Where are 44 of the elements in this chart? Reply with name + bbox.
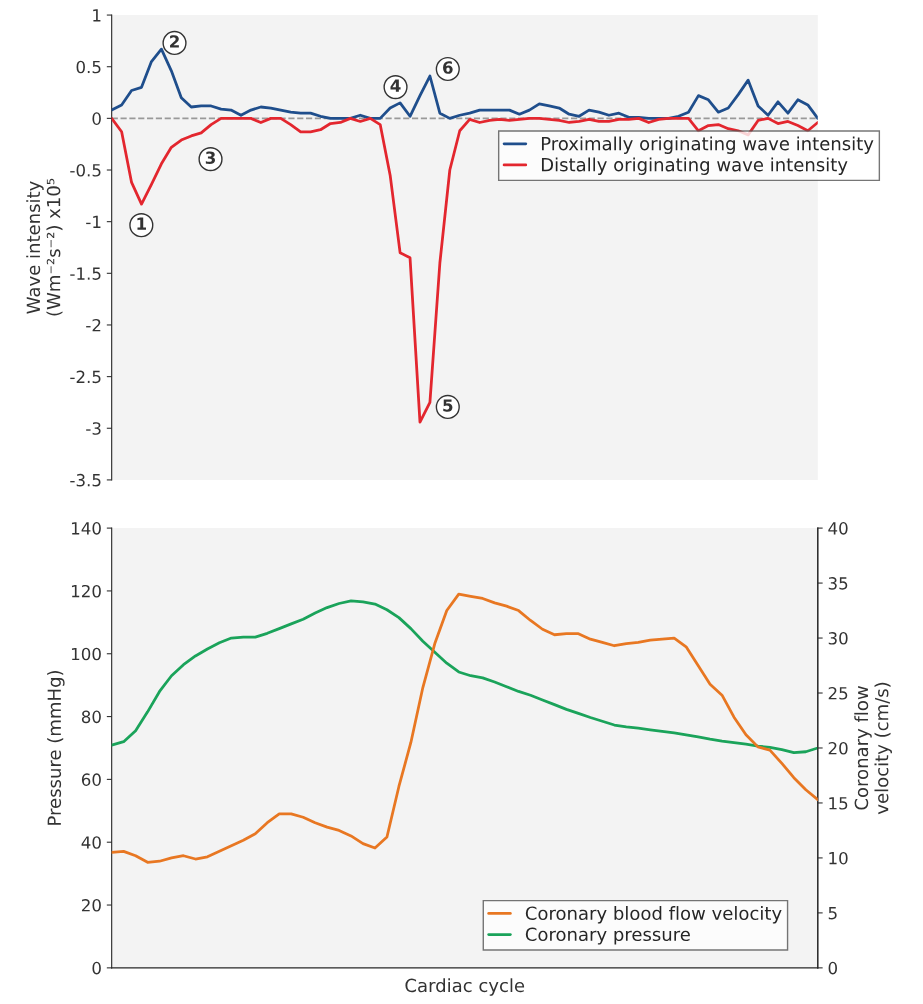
y-tick-label: -0.5	[70, 163, 101, 177]
annotation: 5	[443, 399, 453, 412]
annotation: 3	[205, 151, 216, 164]
y2-tick-label: 0	[828, 961, 837, 975]
y2-axis-title: Coronary flow velocity (cm/s)	[854, 682, 892, 815]
annotation: 2	[170, 35, 179, 48]
y-tick-label: 0	[92, 961, 101, 975]
y-tick-label: 100	[71, 647, 101, 661]
y-tick-label: -1	[86, 215, 101, 228]
y-tick-label: 20	[81, 899, 101, 912]
y-tick-label: -1.5	[70, 267, 101, 280]
y-tick-label: 0.5	[76, 60, 101, 74]
y2-tick-label: 35	[828, 577, 848, 590]
line-series	[111, 47, 818, 120]
y-tick-label: 80	[81, 710, 101, 724]
y-tick-label: 40	[81, 836, 101, 849]
y-tick-label: 0	[92, 112, 101, 125]
y2-tick-label: 15	[829, 797, 848, 810]
annotation: 1	[137, 217, 146, 230]
y-tick-label: 120	[71, 584, 101, 598]
line-series	[111, 592, 818, 864]
line-series	[111, 599, 818, 755]
y-tick-label: -2	[86, 318, 101, 332]
y2-tick-label: 5	[828, 907, 837, 920]
y-tick-label: -2.5	[70, 370, 101, 384]
x-axis-title: Cardiac cycle	[405, 978, 525, 996]
legend-label: Coronary pressure	[525, 927, 690, 945]
y-tick-label: -3	[86, 422, 101, 435]
y-axis-title: Pressure (mmHg)	[47, 670, 65, 825]
y-tick-label: 1	[93, 9, 101, 22]
y-tick-label: -3.5	[70, 473, 101, 487]
y-tick-label: 60	[81, 773, 101, 786]
y2-tick-label: 30	[828, 632, 848, 645]
y-tick-label: 140	[71, 522, 101, 535]
legend-label: Distally originating wave intensity	[541, 157, 848, 175]
y2-tick-label: 20	[828, 741, 848, 755]
y2-tick-label: 10	[829, 851, 848, 865]
y2-tick-label: 25	[828, 686, 848, 700]
y-axis-title: Wave intensity (Wm⁻²s⁻²) x10⁵	[26, 178, 63, 316]
y2-tick-label: 40	[828, 522, 848, 535]
annotation: 4	[390, 79, 401, 92]
annotation: 6	[443, 61, 453, 74]
legend-label: Coronary blood flow velocity	[525, 906, 782, 924]
legend-label: Proximally originating wave intensity	[541, 136, 874, 154]
